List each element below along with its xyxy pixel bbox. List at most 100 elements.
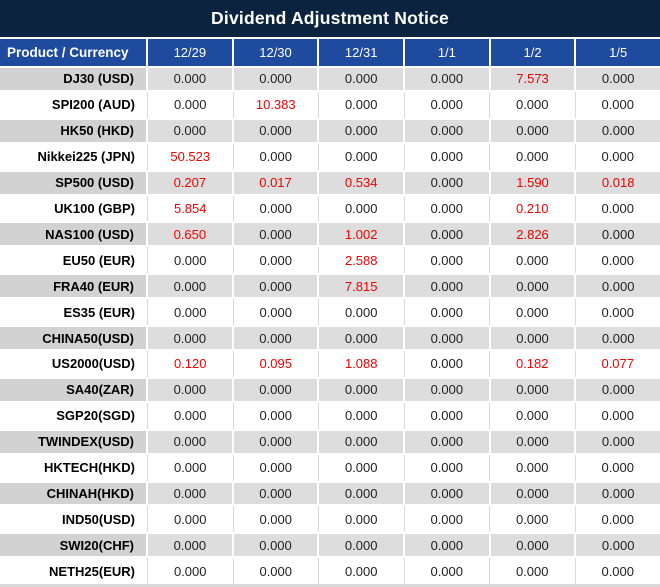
value-cell: 0.000 — [575, 91, 660, 118]
value-cell: 0.000 — [490, 91, 576, 118]
value-cell: 0.000 — [233, 506, 319, 533]
value-cell: 0.000 — [490, 325, 577, 351]
value-cell: 0.000 — [233, 532, 320, 559]
value-cell: 0.534 — [319, 169, 406, 196]
value-cell: 0.000 — [490, 376, 577, 403]
value-cell: 0.000 — [405, 325, 491, 351]
value-cell: 0.000 — [490, 506, 576, 533]
value-cell: 0.000 — [404, 195, 490, 222]
product-cell: SP500 (USD) — [0, 169, 148, 196]
table-row: NAS100 (USD) 0.650 0.000 1.002 0.000 2.826 0.0… — [0, 221, 660, 248]
value-cell: 0.000 — [148, 376, 234, 403]
value-cell: 0.000 — [148, 117, 234, 144]
value-cell: 0.000 — [233, 480, 320, 507]
value-cell: 0.000 — [575, 143, 660, 170]
value-cell: 0.000 — [319, 299, 405, 326]
table-row: CHINA50(USD) 0.000 0.000 0.000 0.000 0.000 0.0… — [0, 325, 660, 351]
value-cell: 0.000 — [404, 402, 490, 429]
column-header-date: 1/5 — [609, 45, 628, 60]
value-cell: 2.826 — [490, 221, 577, 248]
value-cell: 0.000 — [405, 66, 491, 92]
value-cell: 0.000 — [148, 299, 234, 326]
value-cell: 0.000 — [490, 558, 576, 585]
value-cell: 0.000 — [148, 506, 234, 533]
value-cell: 7.815 — [319, 273, 406, 300]
value-cell: 0.000 — [319, 325, 406, 351]
value-cell: 0.018 — [576, 169, 660, 196]
value-cell: 0.000 — [233, 273, 320, 300]
value-cell: 0.000 — [576, 532, 660, 559]
value-cell: 0.000 — [319, 428, 406, 455]
value-cell: 0.000 — [148, 91, 234, 118]
value-cell: 0.000 — [576, 221, 660, 248]
value-cell: 0.000 — [575, 247, 660, 274]
product-cell: CHINA50(USD) — [0, 325, 148, 351]
table-row: HKTECH(HKD) 0.000 0.000 0.000 0.000 0.000 0.00… — [0, 454, 660, 481]
page-title: Dividend Adjustment Notice — [0, 0, 660, 39]
value-cell: 0.000 — [575, 402, 660, 429]
product-cell: SA40(ZAR) — [0, 376, 148, 403]
table-row: Nikkei225 (JPN) 50.523 0.000 0.000 0.000 0.00… — [0, 143, 660, 170]
column-header-date: 12/29 — [148, 39, 234, 66]
table-bottom-border — [0, 584, 660, 587]
product-cell: EU50 (EUR) — [0, 247, 148, 274]
value-cell: 0.000 — [490, 273, 577, 300]
value-cell: 0.000 — [490, 117, 577, 144]
value-cell: 5.854 — [148, 195, 234, 222]
value-cell: 0.000 — [148, 532, 234, 559]
value-cell: 0.000 — [405, 273, 491, 300]
product-cell: DJ30 (USD) — [0, 66, 148, 92]
value-cell: 0.182 — [490, 350, 576, 377]
value-cell: 0.000 — [575, 558, 660, 585]
value-cell: 0.000 — [404, 247, 490, 274]
value-cell: 0.000 — [404, 299, 490, 326]
table-row: SGP20(SGD) 0.000 0.000 0.000 0.000 0.000 0.000 — [0, 402, 660, 429]
value-cell: 0.000 — [148, 66, 234, 92]
product-cell: UK100 (GBP) — [0, 195, 148, 222]
value-cell: 0.000 — [233, 428, 320, 455]
value-cell: 0.000 — [576, 325, 660, 351]
table-row: HK50 (HKD) 0.000 0.000 0.000 0.000 0.000 0.000 — [0, 117, 660, 144]
table-row: FRA40 (EUR) 0.000 0.000 7.815 0.000 0.000 0.00… — [0, 273, 660, 300]
value-cell: 0.000 — [148, 247, 234, 274]
column-header-date: 12/30 — [234, 39, 320, 66]
table-row: TWINDEX(USD) 0.000 0.000 0.000 0.000 0.000 0.0… — [0, 428, 660, 455]
product-cell: NAS100 (USD) — [0, 221, 148, 248]
value-cell: 0.000 — [319, 117, 406, 144]
product-cell: Nikkei225 (JPN) — [0, 143, 148, 170]
value-cell: 10.383 — [233, 91, 319, 118]
value-cell: 0.000 — [233, 247, 319, 274]
value-cell: 0.000 — [405, 428, 491, 455]
value-cell: 0.000 — [575, 454, 660, 481]
column-header-date: 1/2 — [491, 39, 577, 66]
value-cell: 0.000 — [148, 428, 234, 455]
value-cell: 0.000 — [233, 299, 319, 326]
value-cell: 0.000 — [233, 325, 320, 351]
value-cell: 0.000 — [405, 532, 491, 559]
value-cell: 0.000 — [576, 376, 660, 403]
product-cell: SWI20(CHF) — [0, 532, 148, 559]
value-cell: 0.000 — [319, 454, 405, 481]
value-cell: 1.088 — [319, 350, 405, 377]
value-cell: 0.000 — [148, 480, 234, 507]
value-cell: 0.095 — [233, 350, 319, 377]
value-cell: 0.000 — [404, 350, 490, 377]
value-cell: 0.210 — [490, 195, 576, 222]
value-cell: 0.000 — [490, 247, 576, 274]
value-cell: 0.000 — [148, 325, 234, 351]
value-cell: 0.000 — [233, 195, 319, 222]
value-cell: 0.000 — [233, 66, 320, 92]
value-cell: 0.017 — [233, 169, 320, 196]
value-cell: 0.000 — [233, 402, 319, 429]
value-cell: 0.000 — [405, 169, 491, 196]
table-row: NETH25(EUR) 0.000 0.000 0.000 0.000 0.000 0.00… — [0, 558, 660, 585]
value-cell: 0.000 — [576, 273, 660, 300]
value-cell: 0.000 — [404, 91, 490, 118]
value-cell: 0.000 — [490, 299, 576, 326]
value-cell: 0.000 — [319, 195, 405, 222]
product-cell: US2000(USD) — [0, 350, 148, 377]
value-cell: 0.000 — [319, 143, 405, 170]
value-cell: 0.000 — [233, 558, 319, 585]
product-cell: HKTECH(HKD) — [0, 454, 148, 481]
